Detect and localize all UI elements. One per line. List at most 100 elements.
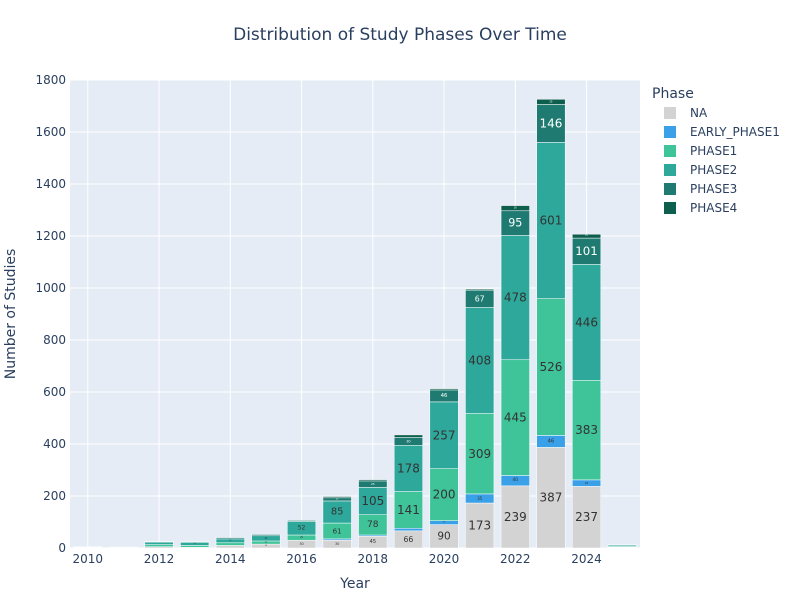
bar-segment[interactable] xyxy=(393,445,423,492)
bar-segment[interactable] xyxy=(572,380,602,481)
bar-segment[interactable] xyxy=(393,434,423,438)
bar-value-label: 90 xyxy=(437,530,450,542)
bar-segment[interactable] xyxy=(251,534,281,537)
legend-swatch[interactable] xyxy=(664,183,676,195)
bar-value-label: 20 xyxy=(549,100,552,103)
bar-value-label: 61 xyxy=(333,526,342,535)
bar-value-label: 239 xyxy=(504,510,527,524)
bar-segment[interactable] xyxy=(500,210,530,236)
bar-value-label: 178 xyxy=(397,461,420,475)
bar-value-label: 200 xyxy=(433,488,456,502)
y-tick-label: 1800 xyxy=(35,73,66,87)
x-tick-label: 2018 xyxy=(358,552,389,566)
bar-segment[interactable] xyxy=(536,104,566,143)
bar-value-label: 35 xyxy=(477,496,483,501)
bar-segment[interactable] xyxy=(429,401,459,469)
bar-segment[interactable] xyxy=(465,502,495,549)
bar-value-label: 30 xyxy=(335,542,339,546)
y-tick-label: 1600 xyxy=(35,125,66,139)
bar-value-label: 15 xyxy=(443,522,446,524)
x-axis-ticks: 2010 2012 2014 2016 2018 2020 2022 2024 xyxy=(73,552,602,566)
bar-value-label: 52 xyxy=(298,525,306,532)
legend-swatch[interactable] xyxy=(664,202,676,214)
legend-label[interactable]: PHASE4 xyxy=(690,201,737,215)
bar-value-label: 95 xyxy=(508,217,522,230)
bar-segment[interactable] xyxy=(215,545,245,549)
bar-value-label: 20 xyxy=(300,536,303,539)
legend[interactable]: Phase NA EARLY_PHASE1 PHASE1 PHASE2 PHASE3 PH… xyxy=(652,86,780,215)
bar-value-label: 67 xyxy=(475,294,485,303)
y-tick-label: 200 xyxy=(43,489,66,503)
bar-segment[interactable] xyxy=(465,307,495,414)
y-tick-label: 1000 xyxy=(35,281,66,295)
bar-value-label: 446 xyxy=(575,315,598,329)
bar-segment[interactable] xyxy=(322,496,352,499)
bar-value-label: 526 xyxy=(539,360,562,374)
legend-swatch[interactable] xyxy=(664,145,676,157)
bar-segment[interactable] xyxy=(572,486,602,549)
chart-title: Distribution of Study Phases Over Time xyxy=(233,25,567,45)
bar-segment[interactable] xyxy=(465,288,495,291)
bar-value-label: 12 xyxy=(336,498,339,500)
bar-segment[interactable] xyxy=(393,491,423,529)
bar-value-label: 25 xyxy=(585,481,589,485)
bar-value-label: 85 xyxy=(331,506,344,517)
x-tick-label: 2014 xyxy=(215,552,246,566)
legend-label[interactable]: PHASE3 xyxy=(690,182,737,196)
bar-segment[interactable] xyxy=(536,298,566,436)
bar-segment[interactable] xyxy=(215,537,245,540)
y-tick-label: 600 xyxy=(43,385,66,399)
bar-segment[interactable] xyxy=(429,468,459,521)
bar-segment[interactable] xyxy=(215,542,245,546)
bar-value-label: 141 xyxy=(397,503,420,517)
bar-segment[interactable] xyxy=(500,485,530,549)
bar-value-label: 309 xyxy=(468,447,491,461)
bars[interactable] xyxy=(73,98,637,549)
bar-value-label: 46 xyxy=(441,393,448,399)
bar-value-label: 78 xyxy=(367,520,379,530)
bar-segment[interactable] xyxy=(358,487,388,515)
bar-value-label: 12 xyxy=(193,543,196,545)
legend-swatch[interactable] xyxy=(664,107,676,119)
x-tick-label: 2010 xyxy=(73,552,104,566)
x-tick-label: 2016 xyxy=(286,552,317,566)
bar-value-label: 30 xyxy=(299,542,303,546)
bar-value-label: 15 xyxy=(585,235,588,237)
x-tick-label: 2022 xyxy=(500,552,531,566)
y-tick-label: 1200 xyxy=(35,229,66,243)
legend-swatch[interactable] xyxy=(664,164,676,176)
bar-segment[interactable] xyxy=(500,235,530,361)
bar-segment[interactable] xyxy=(572,237,602,265)
bar-value-label: 383 xyxy=(575,423,598,437)
legend-label[interactable]: PHASE1 xyxy=(690,144,737,158)
legend-label[interactable]: NA xyxy=(690,106,708,120)
y-axis-title: Number of Studies xyxy=(3,249,19,380)
bar-value-label: 30 xyxy=(406,439,410,443)
legend-label[interactable]: PHASE2 xyxy=(690,163,737,177)
bar-segment[interactable] xyxy=(180,545,210,548)
bar-segment[interactable] xyxy=(500,205,530,212)
bar-value-label: 20 xyxy=(264,537,267,540)
bar-segment[interactable] xyxy=(500,359,530,476)
bar-value-label: 445 xyxy=(504,411,527,425)
bar-segment[interactable] xyxy=(429,388,459,391)
bar-value-label: 45 xyxy=(369,539,376,545)
bar-segment[interactable] xyxy=(144,541,174,545)
bar-value-label: 105 xyxy=(361,494,384,508)
bar-segment[interactable] xyxy=(287,520,317,522)
bar-segment[interactable] xyxy=(144,544,174,547)
bar-value-label: 408 xyxy=(468,354,491,368)
legend-label[interactable]: EARLY_PHASE1 xyxy=(690,125,780,139)
legend-swatch[interactable] xyxy=(664,126,676,138)
bar-segment[interactable] xyxy=(465,413,495,495)
bar-segment[interactable] xyxy=(358,479,388,482)
bar-segment[interactable] xyxy=(572,233,602,239)
bar-segment[interactable] xyxy=(536,98,566,105)
bar-segment[interactable] xyxy=(144,541,174,543)
bar-segment[interactable] xyxy=(536,142,566,299)
bar-segment[interactable] xyxy=(180,541,210,543)
bar-value-label: 146 xyxy=(539,116,562,130)
bar-value-label: 237 xyxy=(575,510,598,524)
bar-segment[interactable] xyxy=(393,527,423,532)
bar-segment[interactable] xyxy=(607,544,637,546)
